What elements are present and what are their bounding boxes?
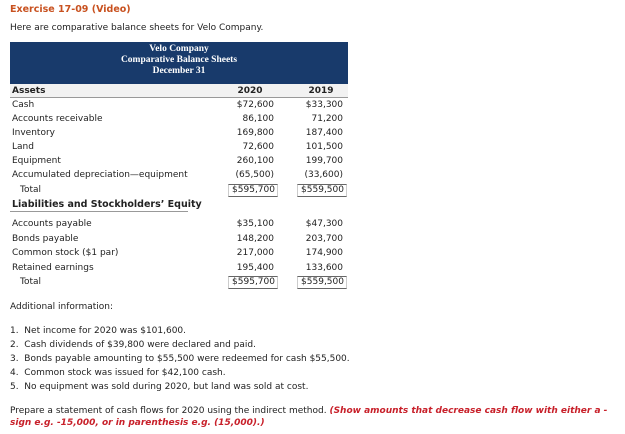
- table-title: Velo Company: [149, 44, 209, 54]
- info-item: 2. Cash dividends of $39,800 were declar…: [10, 340, 256, 350]
- asset-row-label: Accumulated depreciation—equipment: [12, 170, 188, 180]
- instruction: Prepare a statement of cash flows for 20…: [10, 405, 610, 429]
- instruction-note: (Show amounts that decrease cash flow wi…: [10, 406, 608, 428]
- liability-row-value: 217,000: [236, 248, 274, 258]
- asset-row-label: Inventory: [12, 128, 55, 138]
- asset-row-value: 187,400: [305, 128, 343, 138]
- liability-row-value: 133,600: [305, 262, 343, 273]
- intro: Here are comparative balance sheets for …: [10, 23, 264, 33]
- col-2019: 2019: [308, 86, 334, 96]
- asset-row-label: Land: [12, 142, 34, 152]
- asset-total-value: $595,700: [228, 184, 278, 197]
- liability-row-value: 195,400: [236, 262, 274, 273]
- table-title: Comparative Balance Sheets: [120, 55, 238, 65]
- asset-row-value: 199,700: [305, 156, 343, 166]
- liability-row-value: 148,200: [236, 233, 274, 244]
- liability-total-value: $595,700: [228, 276, 278, 289]
- liability-total-label: Total: [20, 277, 42, 287]
- additional-heading: Additional information:: [10, 302, 114, 312]
- instruction-text: Prepare a statement of cash flows for 20…: [10, 406, 327, 416]
- col-assets: Assets: [12, 86, 46, 96]
- table-header-box: [10, 42, 348, 84]
- asset-row-value: 71,200: [311, 114, 344, 124]
- asset-row-value: 72,600: [242, 142, 275, 152]
- asset-row-value: (33,600): [304, 170, 343, 180]
- table-title: December 31: [152, 66, 206, 76]
- liability-row-label: Bonds payable: [12, 233, 79, 244]
- liability-row-value: 203,700: [305, 233, 343, 244]
- col-2020: 2020: [237, 86, 263, 96]
- liability-row-value: $47,300: [305, 219, 343, 229]
- asset-row-label: Cash: [12, 100, 35, 110]
- asset-row-value: 101,500: [305, 142, 343, 152]
- info-item: 5. No equipment was sold during 2020, bu…: [10, 382, 309, 392]
- asset-row-value: 86,100: [242, 114, 275, 124]
- exercise-title: Exercise 17-09 (Video): [10, 4, 131, 15]
- liabilities-heading: Liabilities and Stockholders’ Equity: [10, 199, 202, 212]
- liability-row-label: Common stock ($1 par): [12, 248, 119, 258]
- info-item: 1. Net income for 2020 was $101,600.: [10, 326, 187, 336]
- asset-row-label: Equipment: [12, 156, 61, 166]
- asset-total-label: Total: [20, 185, 42, 195]
- liability-row-label: Accounts payable: [12, 219, 92, 229]
- asset-total-value: $559,500: [297, 184, 347, 197]
- info-item: 4. Common stock was issued for $42,100 c…: [10, 368, 226, 378]
- asset-row-value: (65,500): [235, 170, 274, 180]
- asset-row-value: $72,600: [236, 100, 274, 110]
- liability-total-value: $559,500: [297, 276, 347, 289]
- liability-row-value: $35,100: [236, 219, 274, 229]
- asset-row-value: $33,300: [305, 100, 343, 110]
- header-row-line: [10, 84, 348, 98]
- liability-row-value: 174,900: [305, 248, 343, 258]
- asset-row-label: Accounts receivable: [12, 114, 103, 124]
- asset-row-value: 169,800: [236, 128, 274, 138]
- liability-row-label: Retained earnings: [12, 262, 94, 273]
- asset-row-value: 260,100: [236, 156, 274, 166]
- info-item: 3. Bonds payable amounting to $55,500 we…: [10, 354, 350, 364]
